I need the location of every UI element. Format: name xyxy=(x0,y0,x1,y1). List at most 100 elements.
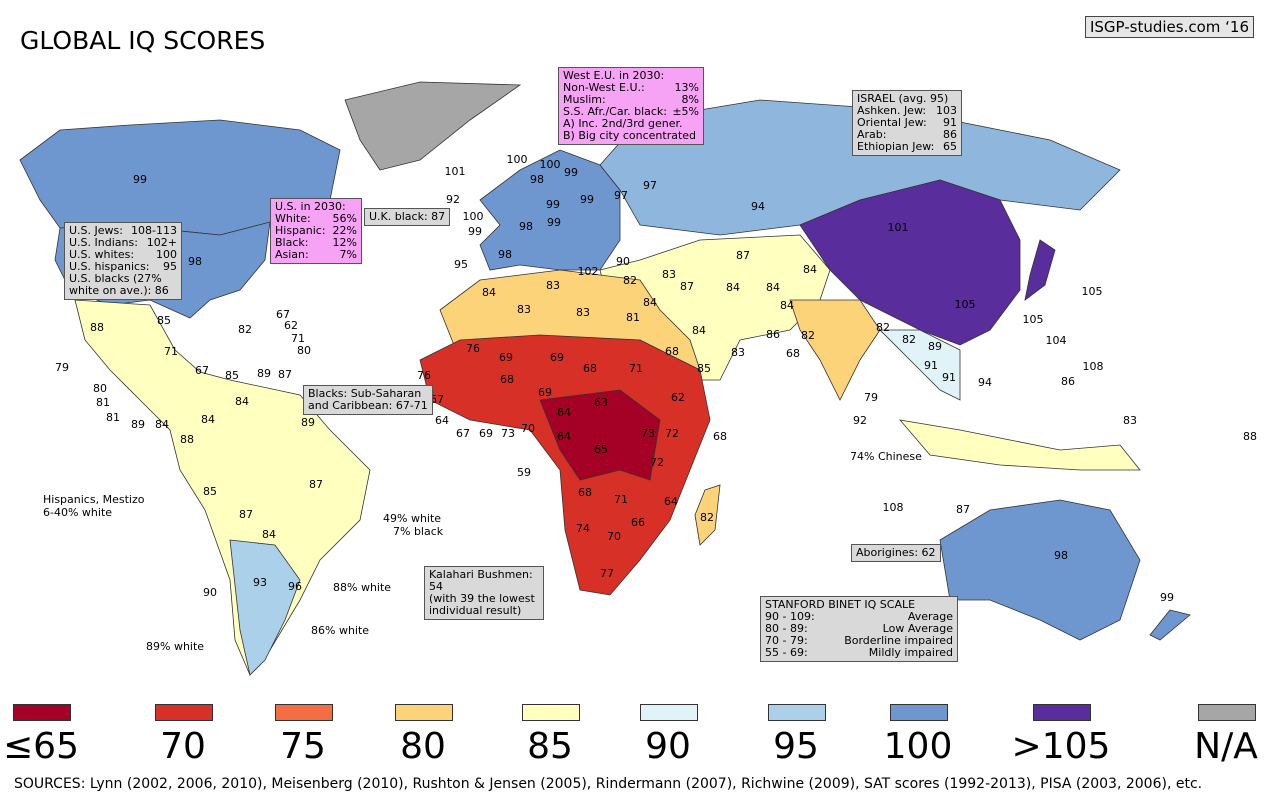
annotation-box: Aborigines: 62 xyxy=(851,544,941,562)
box-title: U.S. in 2030: xyxy=(275,200,346,213)
map-label: 82 xyxy=(623,274,637,287)
map-label: 64 xyxy=(664,495,678,508)
map-label: 97 xyxy=(643,179,657,192)
map-label: 84 xyxy=(643,296,657,309)
row-key: 80 - 89: xyxy=(765,622,808,635)
map-label: 105 xyxy=(1023,313,1044,326)
map-label: 100 xyxy=(507,153,528,166)
legend-swatch xyxy=(275,704,333,721)
map-label: 73 xyxy=(641,427,655,440)
box-row: Hispanic: 22% xyxy=(275,225,357,237)
map-label: 88 xyxy=(1243,430,1257,443)
box-row: 70 - 79: Borderline impaired xyxy=(765,635,953,647)
map-label: 98 xyxy=(498,248,512,261)
row-value: 13% xyxy=(674,81,699,94)
legend-label: 80 xyxy=(400,726,446,767)
map-label: 68 xyxy=(583,362,597,375)
row-key: U.S. Indians: xyxy=(69,236,138,249)
box-row: U.S. whites: 100 xyxy=(69,249,177,261)
map-label: 83 xyxy=(576,306,590,319)
map-label: 70 xyxy=(607,530,621,543)
map-label: 64 xyxy=(435,414,449,427)
map-label: 99 xyxy=(564,166,578,179)
map-label: 98 xyxy=(1054,549,1068,562)
map-label: 59 xyxy=(517,466,531,479)
map-label: 73 xyxy=(501,427,515,440)
map-label: 68 xyxy=(500,373,514,386)
map-label: 98 xyxy=(519,220,533,233)
map-label: 89 xyxy=(301,416,315,429)
legend-label: 70 xyxy=(160,726,206,767)
legend-label: ≤65 xyxy=(3,726,79,767)
legend-label: 75 xyxy=(280,726,326,767)
map-label: 96 xyxy=(288,580,302,593)
box-row: Oriental Jew: 91 xyxy=(857,117,957,129)
map-label: 104 xyxy=(1046,334,1067,347)
row-key: Oriental Jew: xyxy=(857,116,927,129)
map-label: 89 xyxy=(131,418,145,431)
map-label: 94 xyxy=(978,376,992,389)
box-row: U.S. Indians: 102+ xyxy=(69,237,177,249)
annotation-box: U.S. in 2030: White: 56% Hispanic: 22% Black:… xyxy=(270,198,362,264)
box-note: Kalahari Bushmen: 54 xyxy=(429,568,533,593)
legend-swatch xyxy=(13,704,71,721)
map-label: 99 xyxy=(1160,591,1174,604)
map-label: 84 xyxy=(692,324,706,337)
map-label: 62 xyxy=(284,319,298,332)
box-note: (with 39 the lowest xyxy=(429,592,535,605)
legend-swatch xyxy=(890,704,948,721)
map-label: 83 xyxy=(1123,414,1137,427)
legend-label: 95 xyxy=(773,726,819,767)
map-text: Hispanics, Mestizo xyxy=(43,493,145,506)
row-key: Hispanic: xyxy=(275,224,326,237)
annotation-box: U.K. black: 87 xyxy=(364,208,451,226)
map-label: 84 xyxy=(803,263,817,276)
map-label: 82 xyxy=(700,511,714,524)
row-value: Mildly impaired xyxy=(868,646,953,659)
row-value: 7% xyxy=(339,248,357,261)
map-label: 84 xyxy=(766,281,780,294)
title: GLOBAL IQ SCORES xyxy=(20,26,266,55)
legend-swatch xyxy=(1198,704,1256,721)
map-label: 90 xyxy=(203,586,217,599)
row-value: ±5% xyxy=(672,105,699,118)
madagascar xyxy=(694,484,721,546)
map-label: 85 xyxy=(203,485,217,498)
row-value: 103 xyxy=(936,104,957,117)
row-key: U.S. Jews: xyxy=(69,224,123,237)
credit: ISGP-studies.com ‘16 xyxy=(1084,16,1254,38)
box-note: U.K. black: 87 xyxy=(369,210,446,223)
map-text: 86% white xyxy=(311,624,370,637)
row-key: S.S. Afr./Car. black: xyxy=(563,105,668,118)
map-label: 99 xyxy=(133,173,147,186)
legend-swatch xyxy=(522,704,580,721)
map-label: 79 xyxy=(864,391,878,404)
map-label: 65 xyxy=(594,443,608,456)
map-label: 68 xyxy=(665,345,679,358)
map-label: 101 xyxy=(445,165,466,178)
box-row: Muslim: 8% xyxy=(563,94,699,106)
map-text: 49% white xyxy=(383,512,442,525)
box-note: and Caribbean: 67-71 xyxy=(308,399,428,412)
map-label: 89 xyxy=(257,367,271,380)
row-key: 90 - 109: xyxy=(765,610,815,623)
row-value: 102+ xyxy=(146,236,177,249)
southern-cone xyxy=(229,539,301,676)
map-label: 86 xyxy=(766,328,780,341)
map-label: 87 xyxy=(956,503,970,516)
map-label: 72 xyxy=(650,456,664,469)
map-label: 82 xyxy=(876,321,890,334)
box-row: U.S. Jews: 108-113 xyxy=(69,225,177,237)
map-label: 97 xyxy=(614,189,628,202)
map-label: 84 xyxy=(262,528,276,541)
map-label: 87 xyxy=(278,368,292,381)
map-label: 99 xyxy=(547,216,561,229)
new-zealand xyxy=(1149,609,1191,641)
row-key: Ashken. Jew: xyxy=(857,104,927,117)
map-label: 87 xyxy=(680,280,694,293)
row-key: Ethiopian Jew: xyxy=(857,140,935,153)
legend-label: 90 xyxy=(645,726,691,767)
map-label: 105 xyxy=(955,298,976,311)
box-row: Asian: 7% xyxy=(275,249,357,261)
box-row: Ashken. Jew: 103 xyxy=(857,105,957,117)
